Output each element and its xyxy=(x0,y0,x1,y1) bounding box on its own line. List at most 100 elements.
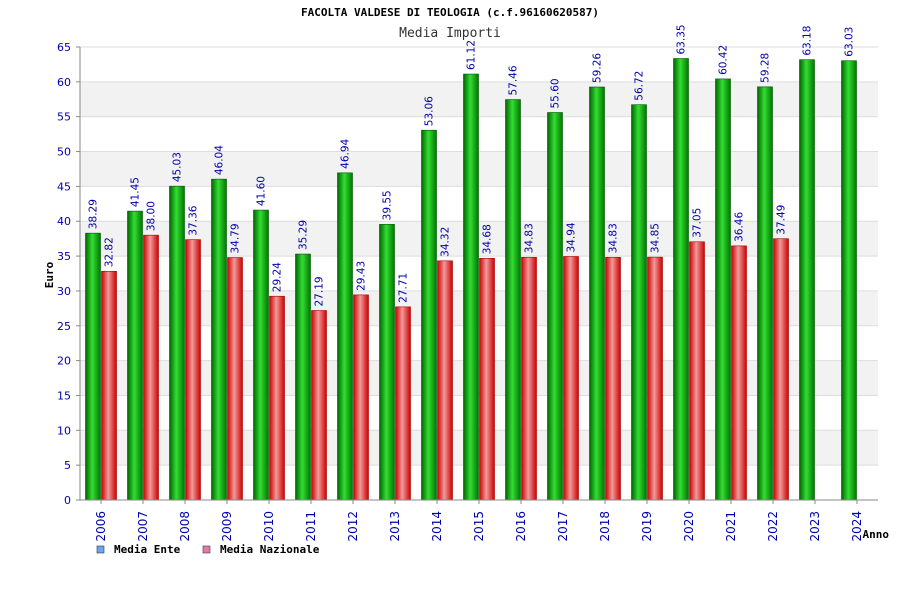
data-label-media-ente-2006: 38.29 xyxy=(88,199,100,229)
x-tick-label: 2018 xyxy=(598,511,612,542)
data-label-media-ente-2010: 41.60 xyxy=(256,176,268,206)
data-label-media-nazionale-2022: 37.49 xyxy=(776,205,788,235)
bar-media-ente-2014 xyxy=(421,129,437,501)
bars xyxy=(85,58,857,501)
data-label-media-ente-2023: 63.18 xyxy=(802,26,814,56)
bar-media-nazionale-2012 xyxy=(353,294,369,501)
data-label-media-ente-2024: 63.03 xyxy=(844,27,856,57)
y-tick-label: 65 xyxy=(57,41,71,54)
bar-media-ente-2009 xyxy=(211,178,227,501)
bar-media-nazionale-2020 xyxy=(689,241,705,501)
x-tick-label: 2013 xyxy=(388,511,402,542)
x-tick-label: 2023 xyxy=(808,511,822,542)
grid-band xyxy=(80,81,878,117)
bar-media-nazionale-2010 xyxy=(269,295,285,501)
bar-media-nazionale-2008 xyxy=(185,239,201,501)
x-tick-label: 2024 xyxy=(850,511,864,542)
y-tick-label: 40 xyxy=(57,215,71,228)
bar-media-ente-2018 xyxy=(589,86,605,501)
bar-media-nazionale-2011 xyxy=(311,310,327,501)
x-tick-label: 2015 xyxy=(472,511,486,542)
y-tick-label: 0 xyxy=(64,494,71,507)
x-tick-label: 2016 xyxy=(514,511,528,542)
data-label-media-ente-2021: 60.42 xyxy=(718,45,730,75)
data-label-media-nazionale-2011: 27.19 xyxy=(314,276,326,306)
bar-media-nazionale-2006 xyxy=(101,270,117,501)
y-axis-label: Euro xyxy=(43,261,56,288)
data-label-media-nazionale-2015: 34.68 xyxy=(482,224,494,254)
x-tick-label: 2006 xyxy=(94,511,108,542)
data-label-media-ente-2009: 46.04 xyxy=(214,145,226,175)
x-axis-label: Anno xyxy=(863,528,890,541)
bar-media-nazionale-2013 xyxy=(395,306,411,501)
bar-media-nazionale-2007 xyxy=(143,234,159,501)
data-label-media-nazionale-2018: 34.83 xyxy=(608,223,620,253)
data-label-media-nazionale-2013: 27.71 xyxy=(398,273,410,303)
y-tick-label: 55 xyxy=(57,111,71,124)
data-label-media-nazionale-2016: 34.83 xyxy=(524,223,536,253)
legend: Media Ente Media Nazionale xyxy=(96,543,320,556)
x-tick-label: 2007 xyxy=(136,511,150,542)
data-label-media-ente-2020: 63.35 xyxy=(676,24,688,54)
x-tick-label: 2008 xyxy=(178,511,192,542)
data-label-media-nazionale-2014: 34.32 xyxy=(440,227,452,257)
bar-media-nazionale-2016 xyxy=(521,256,537,501)
x-tick-label: 2010 xyxy=(262,511,276,542)
data-label-media-nazionale-2006: 32.82 xyxy=(104,237,116,267)
data-label-media-ente-2013: 39.55 xyxy=(382,190,394,220)
chart-title: FACOLTA VALDESE DI TEOLOGIA (c.f.9616062… xyxy=(301,6,599,19)
bar-media-nazionale-2022 xyxy=(773,238,789,501)
y-axis-ticks: 0 5 10 15 20 25 30 35 40 45 50 55 60 65 xyxy=(57,41,80,507)
data-label-media-nazionale-2020: 37.05 xyxy=(692,208,704,238)
bar-media-ente-2021 xyxy=(715,78,731,501)
data-label-media-ente-2022: 59.28 xyxy=(760,53,772,83)
x-tick-label: 2022 xyxy=(766,511,780,542)
data-labels: 38.29 32.82 41.45 38.00 45.03 37.36 46.04 34.79… xyxy=(88,24,856,306)
data-label-media-ente-2016: 57.46 xyxy=(508,65,520,95)
data-label-media-ente-2017: 55.60 xyxy=(550,78,562,108)
x-tick-label: 2020 xyxy=(682,511,696,542)
bar-media-nazionale-2021 xyxy=(731,245,747,501)
x-tick-label: 2017 xyxy=(556,511,570,542)
y-tick-label: 15 xyxy=(57,389,71,402)
bar-media-ente-2007 xyxy=(127,210,143,501)
data-label-media-nazionale-2008: 37.36 xyxy=(188,205,200,235)
bar-media-ente-2010 xyxy=(253,209,269,501)
x-axis-ticks: 2006 2007 2008 2009 2010 2011 2012 2013 2014 2015… xyxy=(94,500,864,542)
data-label-media-ente-2012: 46.94 xyxy=(340,138,352,168)
y-tick-label: 60 xyxy=(57,76,71,89)
data-label-media-ente-2019: 56.72 xyxy=(634,71,646,101)
y-tick-label: 10 xyxy=(57,424,71,437)
data-label-media-nazionale-2019: 34.85 xyxy=(650,223,662,253)
bar-media-ente-2011 xyxy=(295,253,311,501)
x-tick-label: 2019 xyxy=(640,511,654,542)
data-label-media-nazionale-2017: 34.94 xyxy=(566,222,578,252)
bar-media-nazionale-2019 xyxy=(647,256,663,501)
chart-subtitle: Media Importi xyxy=(399,26,501,41)
bar-media-ente-2015 xyxy=(463,73,479,501)
legend-label-media-nazionale: Media Nazionale xyxy=(220,543,320,556)
data-label-media-nazionale-2009: 34.79 xyxy=(230,223,242,253)
data-label-media-nazionale-2010: 29.24 xyxy=(272,262,284,292)
legend-swatch-media-ente xyxy=(96,545,105,554)
bar-media-ente-2019 xyxy=(631,104,647,501)
data-label-media-nazionale-2021: 36.46 xyxy=(734,212,746,242)
data-label-media-ente-2015: 61.12 xyxy=(466,40,478,70)
y-tick-label: 25 xyxy=(57,320,71,333)
bar-media-ente-2017 xyxy=(547,112,563,501)
bar-media-nazionale-2014 xyxy=(437,260,453,501)
data-label-media-ente-2007: 41.45 xyxy=(130,177,142,207)
y-tick-label: 30 xyxy=(57,285,71,298)
bar-media-ente-2023 xyxy=(799,59,815,501)
bar-media-nazionale-2018 xyxy=(605,256,621,501)
bar-media-ente-2008 xyxy=(169,185,185,501)
bar-media-ente-2022 xyxy=(757,86,773,501)
legend-swatch-media-nazionale xyxy=(202,545,211,554)
data-label-media-ente-2018: 59.26 xyxy=(592,53,604,83)
x-tick-label: 2012 xyxy=(346,511,360,542)
bar-media-nazionale-2017 xyxy=(563,256,579,501)
y-tick-label: 20 xyxy=(57,355,71,368)
data-label-media-ente-2011: 35.29 xyxy=(298,220,310,250)
y-tick-label: 45 xyxy=(57,180,71,193)
